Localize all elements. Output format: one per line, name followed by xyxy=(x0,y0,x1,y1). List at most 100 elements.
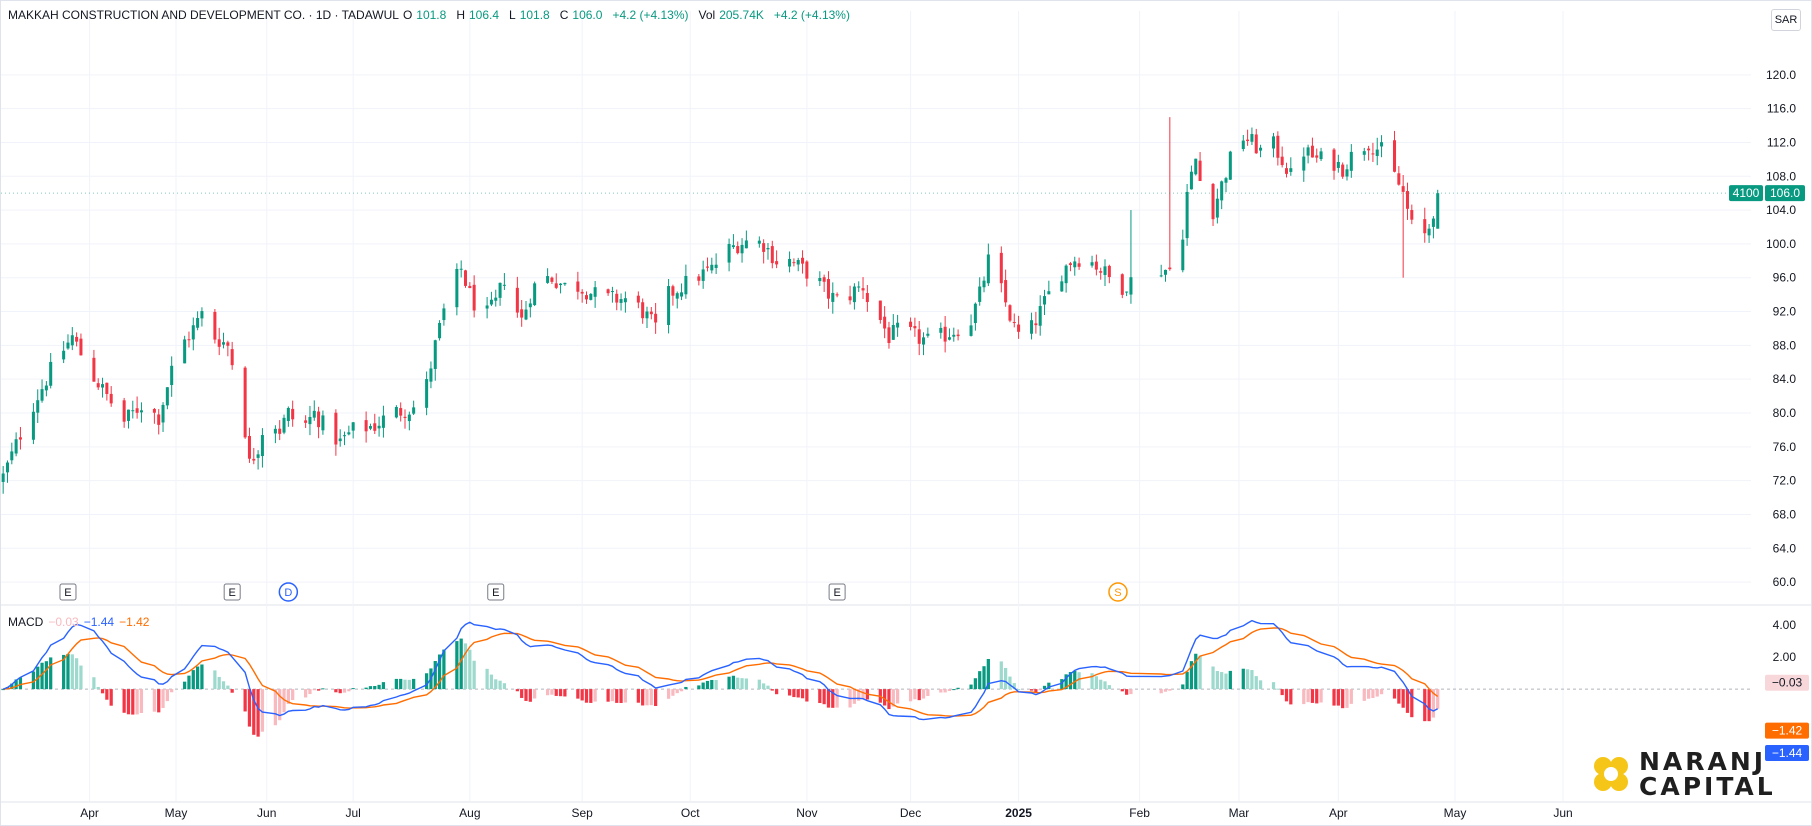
candle-body xyxy=(1228,151,1232,180)
macd-title[interactable]: MACD xyxy=(8,615,44,629)
candle-body xyxy=(304,420,308,423)
candle xyxy=(710,257,714,274)
candle-body xyxy=(273,428,277,434)
macd-hist-bar xyxy=(671,689,675,696)
candle xyxy=(373,413,377,434)
x-tick-label: Jun xyxy=(1553,806,1572,820)
candle-body xyxy=(373,423,377,431)
candle xyxy=(788,251,792,273)
candle xyxy=(170,356,174,397)
candle-body xyxy=(217,339,221,347)
event-marker[interactable]: E xyxy=(828,583,846,601)
macd-hist-bar xyxy=(774,689,779,695)
macd-hist-bar xyxy=(187,675,191,690)
candle-body xyxy=(982,280,986,288)
macd-hist-bar xyxy=(79,665,83,690)
candle-body xyxy=(909,321,913,327)
candle-body xyxy=(334,412,338,445)
event-marker[interactable]: S xyxy=(1108,582,1128,602)
currency-button[interactable]: SAR xyxy=(1771,9,1801,31)
macd-hist-bar xyxy=(1336,689,1340,706)
candle xyxy=(736,241,740,255)
candle xyxy=(705,257,709,272)
candle xyxy=(1163,269,1168,282)
candle xyxy=(1332,148,1336,180)
macd-hist-bar xyxy=(818,689,822,704)
candle-body xyxy=(740,244,744,254)
candle xyxy=(947,328,951,341)
candle xyxy=(1380,135,1384,158)
candle xyxy=(40,379,44,403)
macd-hist-bar xyxy=(256,689,260,737)
candle xyxy=(468,282,472,289)
event-marker[interactable]: E xyxy=(59,583,77,601)
candle xyxy=(243,366,247,439)
candle-body xyxy=(939,327,943,333)
candle xyxy=(857,281,861,292)
candle-body xyxy=(887,327,891,343)
macd-hist-bar xyxy=(1224,673,1228,690)
macd-hist-bar xyxy=(762,683,766,690)
y-tick-label: 60.0 xyxy=(1773,575,1797,589)
macd-hist-bar xyxy=(1250,670,1254,690)
macd-hist-bar xyxy=(165,689,169,702)
candle xyxy=(1103,259,1107,287)
candle-body xyxy=(213,311,217,340)
candle-body xyxy=(1405,191,1409,209)
candle xyxy=(1436,189,1440,229)
candle-body xyxy=(947,337,951,340)
candle-body xyxy=(494,297,498,301)
candle-body xyxy=(589,293,593,300)
candle-body xyxy=(705,266,709,268)
candle-body xyxy=(394,407,398,418)
x-tick-label: Nov xyxy=(796,806,817,820)
candle xyxy=(79,333,83,356)
macd-hist-bar xyxy=(183,681,187,690)
symbol-title[interactable]: MAKKAH CONSTRUCTION AND DEVELOPMENT CO. … xyxy=(8,8,399,22)
macd-hist-bar xyxy=(92,677,96,690)
candle-body xyxy=(701,269,705,281)
macd-hist-bar xyxy=(710,679,714,690)
candle xyxy=(1280,146,1284,168)
macd-hist-bar xyxy=(986,658,990,690)
candle-body xyxy=(1436,193,1440,229)
macd-histogram xyxy=(1,638,1440,737)
candle xyxy=(848,285,852,305)
event-marker[interactable]: E xyxy=(487,583,505,601)
macd-hist-bar xyxy=(1310,689,1315,703)
candle xyxy=(1120,273,1124,299)
candle xyxy=(1047,280,1051,295)
event-marker[interactable]: D xyxy=(278,582,299,602)
candle-body xyxy=(917,329,921,344)
candle-body xyxy=(563,282,567,285)
candle xyxy=(1189,165,1193,190)
candle-body xyxy=(956,334,960,337)
candle xyxy=(1401,174,1405,278)
macd-hist-bar xyxy=(1284,689,1289,702)
macd-hist-bar xyxy=(494,679,498,690)
event-marker[interactable]: E xyxy=(223,583,241,601)
candle-body xyxy=(891,324,895,340)
candle-body xyxy=(368,426,372,429)
candle-body xyxy=(485,305,489,309)
candle xyxy=(757,236,761,248)
candle xyxy=(986,243,990,287)
macd-line-tag-bg xyxy=(1765,745,1809,762)
candle xyxy=(623,291,627,313)
macd-hist-bar xyxy=(399,678,403,690)
candle xyxy=(429,361,433,389)
macd-hist-bar xyxy=(822,689,826,705)
event-label: E xyxy=(64,587,71,599)
candle xyxy=(44,381,48,397)
candle xyxy=(1228,150,1232,180)
macd-hist-bar xyxy=(792,689,796,698)
candle xyxy=(433,339,437,381)
candle-body xyxy=(278,428,282,434)
macd-hist-bar xyxy=(1012,683,1016,690)
candle-body xyxy=(412,407,416,414)
macd-hist-bar xyxy=(433,660,437,690)
candle xyxy=(883,306,887,339)
candle xyxy=(1276,131,1280,166)
